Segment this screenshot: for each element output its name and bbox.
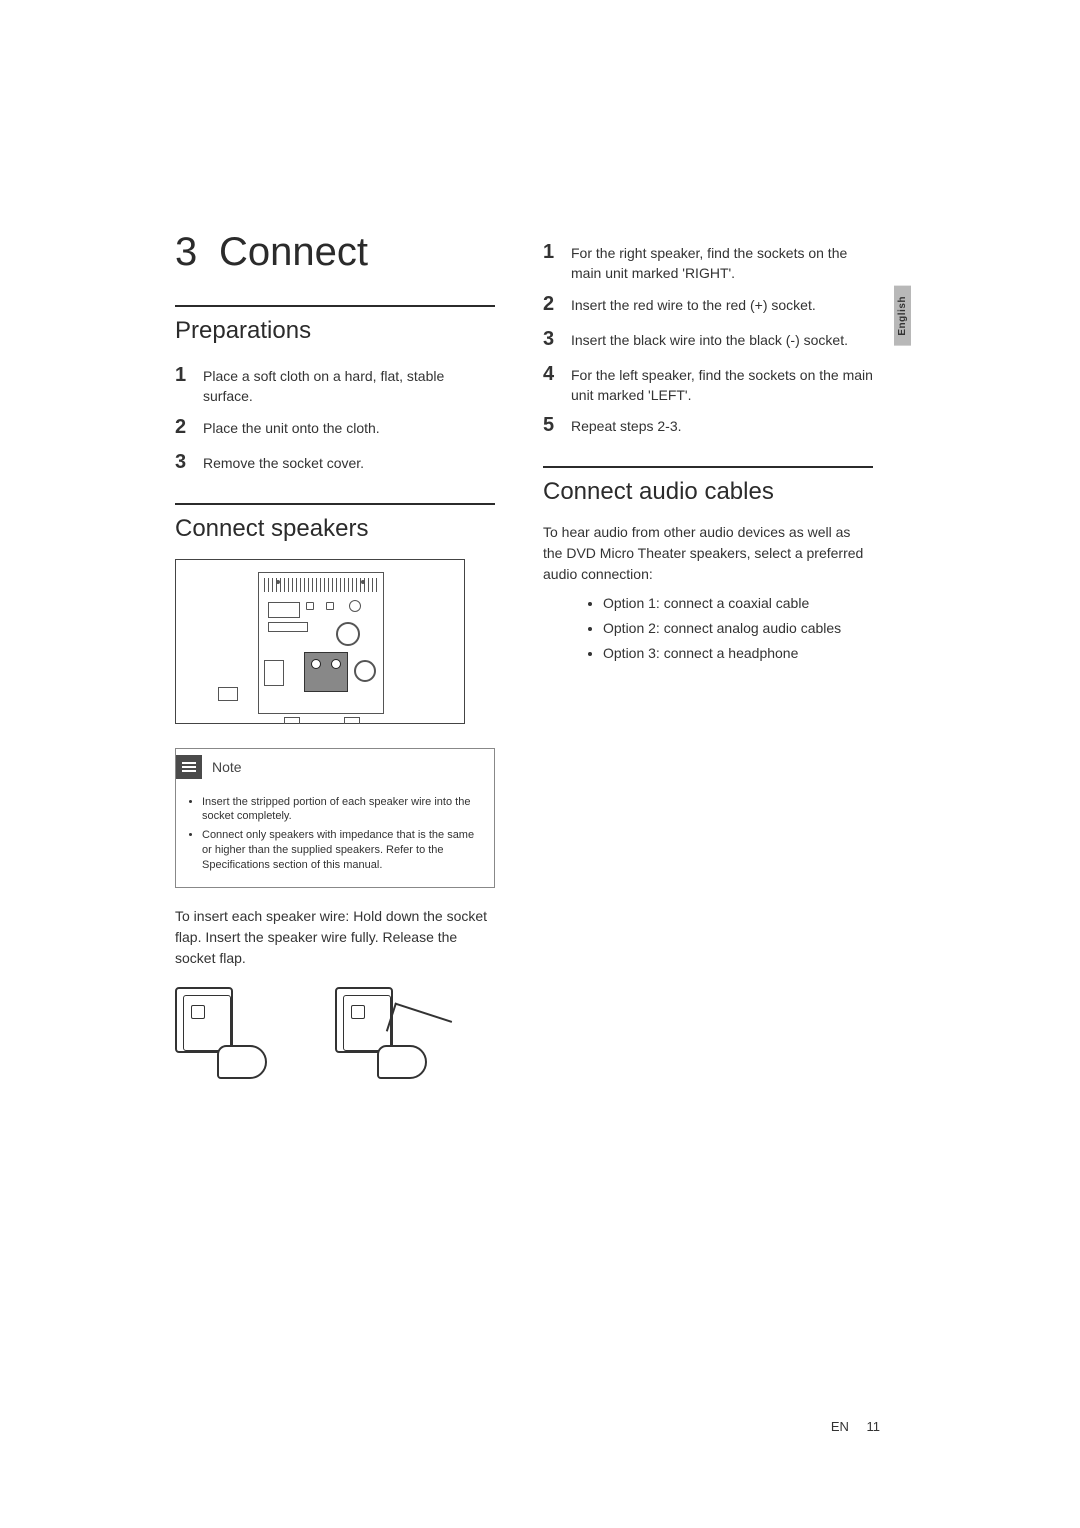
step-text: For the left speaker, find the sockets o… [571,365,873,406]
step-text: For the right speaker, find the sockets … [571,243,873,284]
insert-wire-figures [175,987,495,1073]
step-text: Repeat steps 2-3. [571,416,682,436]
note-icon [176,755,202,779]
step-number: 5 [543,411,571,440]
figure-hold-flap [175,987,275,1073]
footer-page: 11 [867,1419,881,1434]
step-text: Remove the socket cover. [203,453,364,473]
section-divider [175,503,495,505]
preparations-steps: 1Place a soft cloth on a hard, flat, sta… [175,361,495,477]
step-item: 3Remove the socket cover. [175,448,495,477]
step-item: 5Repeat steps 2-3. [543,411,873,440]
footer-lang: EN [831,1419,849,1434]
note-callout: Note Insert the stripped portion of each… [175,748,495,888]
note-label: Note [212,759,242,775]
section-divider [175,305,495,307]
step-text: Insert the red wire to the red (+) socke… [571,295,816,315]
note-body: Insert the stripped portion of each spea… [176,787,494,887]
step-text: Insert the black wire into the black (-)… [571,330,848,350]
note-item: Connect only speakers with impedance tha… [202,828,484,873]
two-column-layout: 3Connect Preparations 1Place a soft clot… [175,230,905,1097]
section-title-speakers: Connect speakers [175,515,495,543]
step-number: 2 [543,290,571,319]
chapter-number: 3 [175,230,219,275]
step-number: 1 [175,361,203,390]
section-title-preparations: Preparations [175,317,495,345]
step-text: Place the unit onto the cloth. [203,418,380,438]
speaker-connection-steps: 1For the right speaker, find the sockets… [543,238,873,440]
option-item: Option 1: connect a coaxial cable [603,593,873,614]
audio-intro: To hear audio from other audio devices a… [543,522,873,585]
language-tab: English [894,286,911,346]
option-item: Option 3: connect a headphone [603,643,873,664]
page-content: 3Connect Preparations 1Place a soft clot… [175,230,905,1097]
step-item: 4For the left speaker, find the sockets … [543,360,873,406]
step-number: 3 [175,448,203,477]
step-item: 3Insert the black wire into the black (-… [543,325,873,354]
option-item: Option 2: connect analog audio cables [603,618,873,639]
step-number: 2 [175,413,203,442]
page-footer: EN 11 [0,1419,1080,1434]
rear-panel-diagram [175,559,465,724]
step-number: 4 [543,360,571,389]
figure-insert-wire [335,987,435,1073]
section-title-audio: Connect audio cables [543,478,873,506]
step-number: 1 [543,238,571,267]
note-item: Insert the stripped portion of each spea… [202,795,484,825]
audio-options-list: Option 1: connect a coaxial cable Option… [543,593,873,664]
chapter-heading: 3Connect [175,230,495,275]
step-text: Place a soft cloth on a hard, flat, stab… [203,366,495,407]
left-column: 3Connect Preparations 1Place a soft clot… [175,230,495,1097]
note-header: Note [176,749,494,787]
chapter-title-text: Connect [219,230,368,274]
right-column: 1For the right speaker, find the sockets… [543,230,873,1097]
step-item: 2Insert the red wire to the red (+) sock… [543,290,873,319]
step-item: 1For the right speaker, find the sockets… [543,238,873,284]
step-item: 2Place the unit onto the cloth. [175,413,495,442]
section-divider [543,466,873,468]
step-number: 3 [543,325,571,354]
speaker-wire-paragraph: To insert each speaker wire: Hold down t… [175,906,495,969]
step-item: 1Place a soft cloth on a hard, flat, sta… [175,361,495,407]
